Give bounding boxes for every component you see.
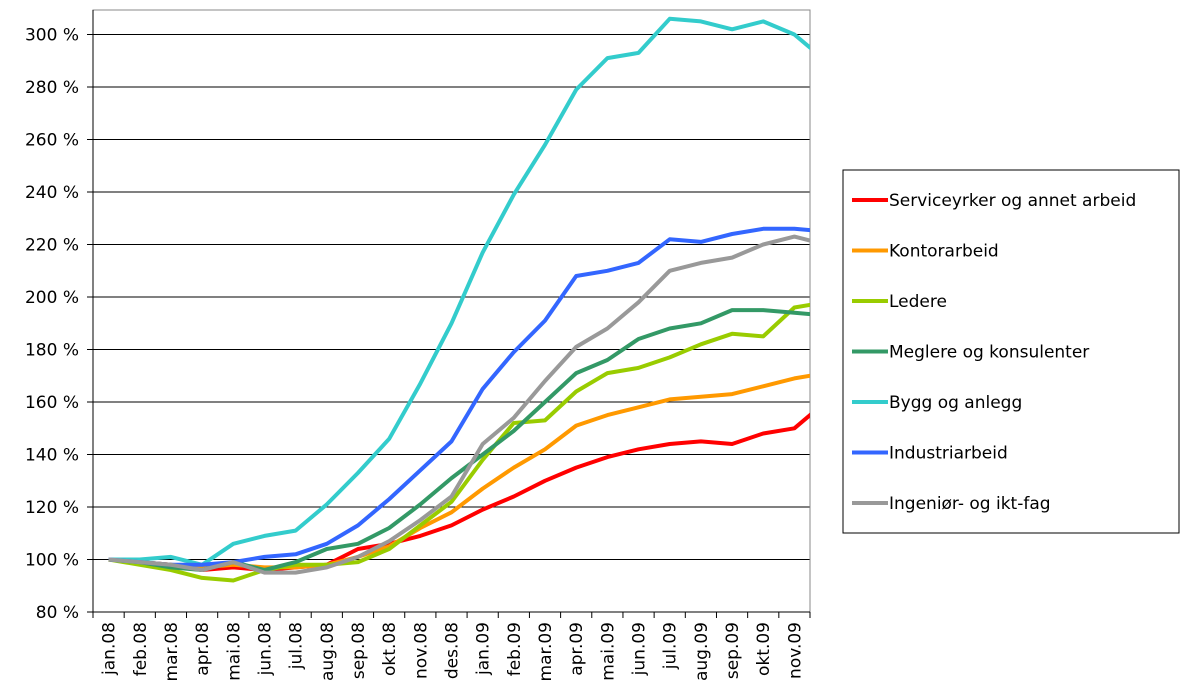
- series-line: [108, 234, 810, 575]
- legend-label: Industriarbeid: [889, 444, 1008, 464]
- x-axis-ticks: jan.08 feb.08 mar.08 apr.08 mai.08 jun.08 jul.…: [92, 612, 811, 681]
- gridlines: [92, 9, 811, 613]
- x-tick-label: aug.09: [692, 622, 712, 681]
- legend-label: Ledere: [889, 292, 947, 312]
- series-line: [108, 16, 810, 567]
- x-tick-label: aug.08: [318, 622, 338, 681]
- y-tick-label: 180 %: [25, 341, 79, 361]
- y-tick-label: 140 %: [25, 446, 79, 466]
- x-tick-label: sep.08: [349, 622, 369, 679]
- x-tick-label: apr.08: [193, 622, 213, 676]
- y-tick-label: 120 %: [25, 498, 79, 518]
- series-line: [108, 412, 810, 572]
- x-tick-label: apr.09: [567, 622, 587, 676]
- y-tick-label: 100 %: [25, 551, 79, 571]
- legend-label: Meglere og konsulenter: [889, 343, 1089, 363]
- y-tick-label: 80 %: [36, 603, 79, 623]
- y-tick-label: 220 %: [25, 236, 79, 256]
- x-tick-label: jun.09: [630, 622, 650, 676]
- x-tick-label: okt.09: [754, 622, 774, 676]
- legend: Serviceyrker og annet arbeid Kontorarbeid…: [842, 169, 1180, 534]
- y-tick-label: 240 %: [25, 183, 79, 203]
- x-tick-label: mar.09: [536, 622, 556, 681]
- y-axis-ticks: 80 % 100 % 120 % 140 % 160 % 180 % 200 % 220 % 2…: [25, 26, 93, 623]
- x-tick-label: jul.09: [661, 622, 681, 670]
- x-tick-label: des.08: [443, 622, 463, 679]
- x-tick-label: jun.08: [255, 622, 275, 676]
- x-tick-label: mai.08: [224, 622, 244, 681]
- series-line: [108, 302, 810, 583]
- x-tick-label: feb.08: [131, 622, 151, 676]
- y-tick-label: 160 %: [25, 393, 79, 413]
- y-tick-label: 280 %: [25, 78, 79, 98]
- legend-label: Serviceyrker og annet arbeid: [889, 191, 1136, 211]
- y-tick-label: 260 %: [25, 131, 79, 151]
- x-tick-label: feb.09: [505, 622, 525, 676]
- x-tick-label: jan.09: [474, 622, 494, 676]
- x-tick-label: nov.08: [411, 622, 431, 679]
- y-tick-label: 200 %: [25, 288, 79, 308]
- x-tick-label: jul.08: [287, 622, 307, 670]
- x-tick-label: jan.08: [100, 622, 120, 676]
- legend-label: Kontorarbeid: [889, 242, 999, 262]
- x-tick-label: mai.09: [598, 622, 618, 681]
- plot-area: [108, 16, 810, 583]
- legend-label: Ingeniør- og ikt-fag: [889, 494, 1051, 514]
- x-tick-label: nov.09: [785, 622, 805, 679]
- legend-box: [842, 169, 1180, 534]
- x-tick-label: mar.08: [162, 622, 182, 681]
- x-tick-label: sep.09: [723, 622, 743, 679]
- x-tick-label: okt.08: [380, 622, 400, 676]
- legend-label: Bygg og anlegg: [889, 393, 1022, 413]
- y-tick-label: 300 %: [25, 26, 79, 46]
- plot-border: [92, 9, 811, 613]
